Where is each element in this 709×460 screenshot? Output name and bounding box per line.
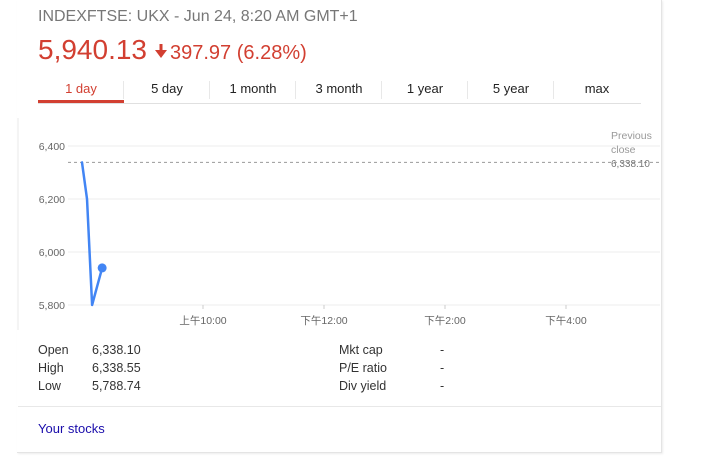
price-change: 397.97 (6.28%) bbox=[155, 42, 307, 65]
series-line bbox=[80, 161, 104, 307]
tab-1-month[interactable]: 1 month bbox=[210, 78, 296, 103]
y-tick-label: 5,800 bbox=[39, 300, 65, 312]
tab-max[interactable]: max bbox=[554, 78, 640, 103]
stat-value: 6,338.10 bbox=[92, 343, 141, 357]
stat-row-div-yield: Div yield - bbox=[339, 377, 444, 395]
down-arrow-icon bbox=[155, 44, 167, 58]
current-value-point bbox=[97, 263, 107, 273]
stat-value: - bbox=[440, 343, 445, 357]
stat-row-open: Open 6,338.10 bbox=[38, 341, 141, 359]
stat-label: Mkt cap bbox=[339, 343, 383, 357]
stat-label: P/E ratio bbox=[339, 361, 387, 375]
stat-label: Open bbox=[38, 343, 69, 357]
stat-row-mkt-cap: Mkt cap - bbox=[339, 341, 444, 359]
x-tick-label: 下午4:00 bbox=[545, 314, 587, 327]
y-tick-label: 6,200 bbox=[39, 194, 65, 206]
tab-5-day[interactable]: 5 day bbox=[124, 78, 210, 103]
stat-label: High bbox=[38, 361, 64, 375]
stat-row-high: High 6,338.55 bbox=[38, 359, 141, 377]
stat-value: 5,788.74 bbox=[92, 379, 141, 393]
stat-row-pe-ratio: P/E ratio - bbox=[339, 359, 444, 377]
stats-left: Open 6,338.10 High 6,338.55 Low 5,788.74 bbox=[38, 341, 141, 395]
price-row: 5,940.13 397.97 (6.28%) bbox=[38, 34, 307, 66]
tab-label: 5 day bbox=[151, 81, 183, 96]
tab-1-day[interactable]: 1 day bbox=[38, 78, 124, 103]
stat-label: Low bbox=[38, 379, 61, 393]
x-tick-label: 下午2:00 bbox=[424, 314, 466, 327]
tab-1-year[interactable]: 1 year bbox=[382, 78, 468, 103]
tab-label: 1 year bbox=[406, 81, 444, 96]
stat-value: 6,338.55 bbox=[92, 361, 141, 375]
previous-close-label: Previous bbox=[611, 130, 652, 142]
stat-value: - bbox=[440, 361, 445, 375]
stat-label: Div yield bbox=[339, 379, 387, 393]
tab-label: 1 month bbox=[229, 81, 277, 96]
current-price: 5,940.13 bbox=[38, 34, 147, 65]
x-tick-label: 上午10:00 bbox=[179, 314, 226, 327]
tab-label: 5 year bbox=[492, 81, 530, 96]
x-tick-label: 下午12:00 bbox=[300, 314, 347, 327]
y-tick-label: 6,400 bbox=[39, 141, 65, 153]
price-chart[interactable]: 6,400 6,200 6,000 5,800 上午10:00 下午12:00 下午2:00… bbox=[0, 0, 709, 340]
tab-5-year[interactable]: 5 year bbox=[468, 78, 554, 103]
tab-3-month[interactable]: 3 month bbox=[296, 78, 382, 103]
divider bbox=[18, 406, 661, 407]
tab-label: 1 day bbox=[65, 81, 97, 96]
your-stocks-link[interactable]: Your stocks bbox=[38, 421, 105, 436]
previous-close-label: close bbox=[611, 144, 636, 156]
price-change-value: 397.97 (6.28%) bbox=[170, 42, 307, 64]
previous-close-value: 6,338.10 bbox=[611, 159, 650, 170]
range-tabs: 1 day 5 day 1 month 3 month 1 year 5 yea… bbox=[38, 78, 641, 104]
tab-label: max bbox=[584, 81, 610, 96]
stat-value: - bbox=[440, 379, 445, 393]
index-subtitle: INDEXFTSE: UKX - Jun 24, 8:20 AM GMT+1 bbox=[38, 8, 358, 25]
tab-label: 3 month bbox=[315, 81, 363, 96]
stats-right: Mkt cap - P/E ratio - Div yield - bbox=[339, 341, 444, 395]
y-tick-label: 6,000 bbox=[39, 247, 65, 259]
stat-row-low: Low 5,788.74 bbox=[38, 377, 141, 395]
stock-card bbox=[17, 0, 662, 453]
